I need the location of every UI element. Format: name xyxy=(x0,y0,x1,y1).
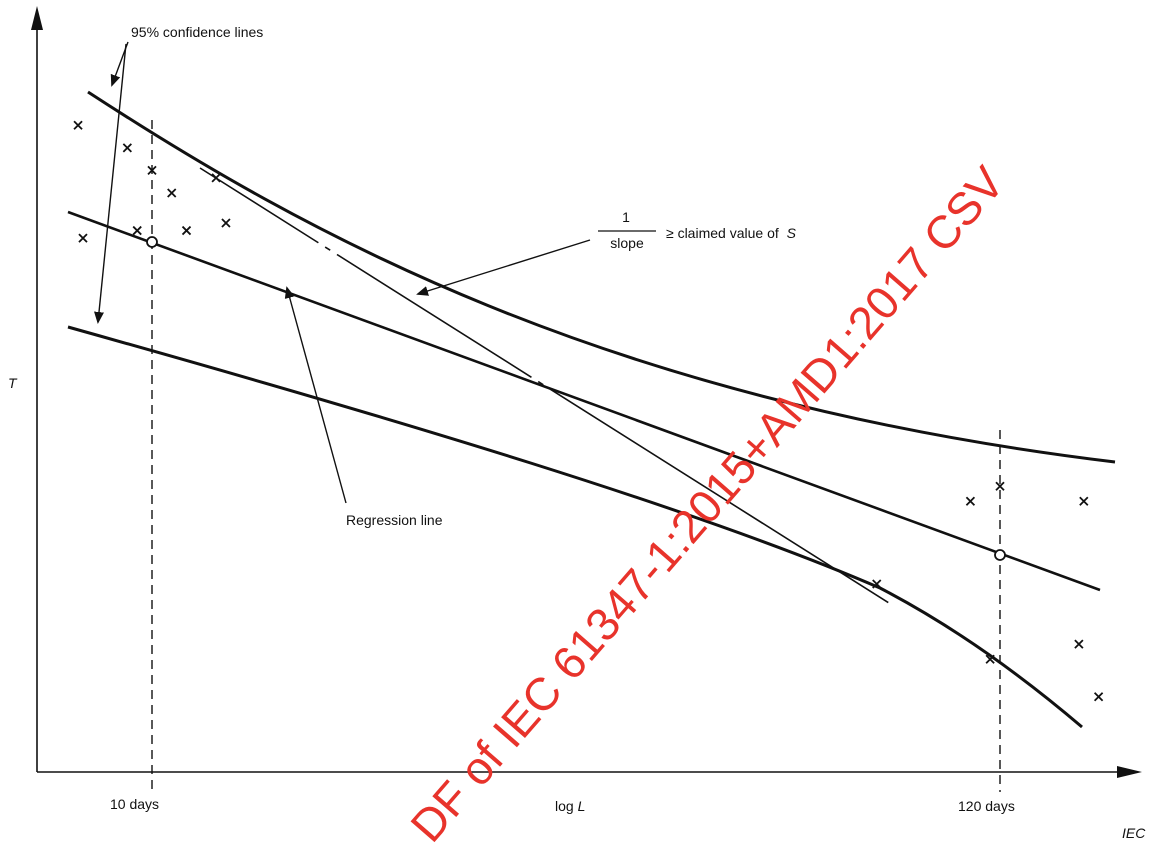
upper-confidence-line xyxy=(87,90,1116,464)
data-point xyxy=(122,143,132,153)
data-point xyxy=(211,173,221,183)
regression-line xyxy=(67,210,1101,592)
data-point xyxy=(1079,496,1089,506)
data-point xyxy=(985,654,995,664)
regression-label: Regression line xyxy=(346,512,443,528)
data-point xyxy=(1093,692,1104,702)
fraction-numerator: 1 xyxy=(622,209,630,225)
x-axis-label-variable: L xyxy=(578,798,586,814)
claim-label: ≥ claimed value of S xyxy=(666,225,797,241)
x-axis-label-prefix: log xyxy=(555,798,578,814)
watermark-text: DF of IEC 61347-1:2015+AMD1:2017 CSV xyxy=(400,156,1014,845)
data-points xyxy=(73,120,1104,702)
data-point xyxy=(965,496,976,506)
y-axis-arrowhead xyxy=(31,6,43,30)
regression-arrow xyxy=(284,286,347,504)
regression-point-120-days xyxy=(994,549,1006,561)
x-axis-arrowhead xyxy=(1117,766,1142,778)
y-axis-label: T xyxy=(8,375,18,391)
tick-label-10-days: 10 days xyxy=(110,796,159,812)
confidence-arrow-2 xyxy=(94,43,127,324)
confidence-label: 95% confidence lines xyxy=(131,24,263,40)
claim-variable: S xyxy=(787,225,797,241)
lower-confidence-line xyxy=(67,325,1083,729)
data-point xyxy=(78,233,88,243)
data-point xyxy=(221,218,231,228)
tick-label-120-days: 120 days xyxy=(958,798,1015,814)
fraction-denominator: slope xyxy=(610,235,644,251)
data-point xyxy=(995,481,1005,491)
iec-tag: IEC xyxy=(1122,825,1146,841)
regression-point-10-days xyxy=(146,236,158,248)
x-axis-label: log L xyxy=(555,798,585,814)
data-point xyxy=(147,165,157,176)
data-point xyxy=(1074,639,1084,649)
slope-line xyxy=(199,167,901,611)
data-point xyxy=(132,225,142,236)
data-point xyxy=(73,120,83,130)
claim-text: ≥ claimed value of xyxy=(666,225,779,241)
slope-arrow xyxy=(416,239,591,296)
data-point xyxy=(872,579,882,589)
data-point xyxy=(167,188,177,198)
data-point xyxy=(181,225,192,236)
